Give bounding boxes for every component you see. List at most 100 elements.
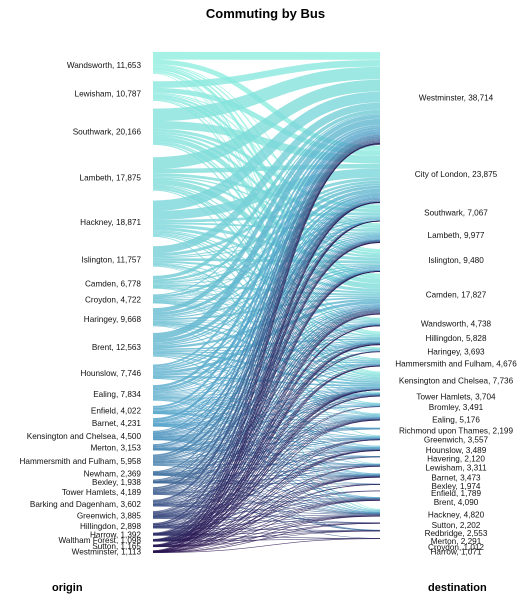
flow-westminster-to-greenwich — [152, 439, 381, 553]
origin-label-merton: Merton, 3,153 — [90, 444, 141, 453]
flow-croydon-to-city-of-london — [152, 183, 381, 298]
destination-label-bexley: Bexley, 1,974 — [431, 482, 480, 491]
origin-label-hammersmith-and-fulham: Hammersmith and Fulham, 5,958 — [20, 457, 142, 466]
flow-sutton-to-hackney — [152, 515, 381, 547]
flow-greenwich-to-greenwich — [152, 439, 381, 517]
flow-hillingdon-to-greenwich — [152, 439, 381, 528]
origin-label-hounslow: Hounslow, 7,746 — [80, 369, 141, 378]
flow-bexley-to-ealing — [152, 418, 381, 483]
origin-label-bexley: Bexley, 1,938 — [92, 478, 141, 487]
origin-label-barking-and-dagenham: Barking and Dagenham, 3,602 — [30, 500, 142, 509]
flow-brent-to-southwark — [152, 218, 381, 344]
flow-tower-hamlets-to-southwark — [152, 220, 381, 491]
destination-label-greenwich: Greenwich, 3,557 — [424, 435, 489, 444]
flow-enfield-to-city-of-london — [152, 196, 381, 409]
flow-camden-to-westminster — [152, 109, 381, 280]
flow-hackney-to-islington — [152, 224, 381, 261]
origin-label-southwark: Southwark, 20,166 — [73, 127, 142, 136]
flow-brent-to-westminster — [152, 118, 381, 340]
flow-lambeth-to-city-of-london — [152, 163, 381, 174]
destination-label-kensington-and-chelsea: Kensington and Chelsea, 7,736 — [399, 377, 514, 386]
flow-lewisham-to-westminster — [152, 59, 381, 89]
flow-merton-to-islington — [152, 270, 381, 448]
flow-harrow-to-camden — [152, 313, 381, 535]
destination-label-bromley: Bromley, 3,491 — [429, 403, 484, 412]
flow-haringey-to-westminster — [152, 114, 381, 313]
flow-westminster-to-ealing — [152, 419, 381, 553]
flow-waltham-forest-to-haringey — [152, 351, 381, 541]
destination-label-hillingdon: Hillingdon, 5,828 — [426, 334, 487, 343]
flow-hammersmith-and-fulham-to-kensington-and-chelsea — [152, 389, 381, 462]
flow-kensington-and-chelsea-to-hackney — [152, 439, 381, 514]
flow-hounslow-to-westminster — [152, 125, 381, 367]
flow-waltham-forest-to-redbridge — [152, 530, 381, 542]
flow-westminster-to-barnet — [152, 477, 381, 553]
destination-label-ealing: Ealing, 5,176 — [432, 415, 480, 424]
destination-label-richmond-upon-thames: Richmond upon Thames, 2,199 — [399, 426, 514, 435]
flow-bexley-to-wandsworth — [152, 325, 381, 483]
flow-westminster-to-city-of-london — [152, 202, 381, 552]
flow-hammersmith-and-fulham-to-lambeth — [152, 240, 381, 459]
flow-sutton-to-sutton — [152, 523, 381, 548]
flow-hackney-to-westminster — [152, 91, 381, 212]
flow-barking-and-dagenham-to-westminster — [152, 141, 381, 502]
flow-kensington-and-chelsea-to-westminster — [152, 133, 381, 432]
flow-merton-to-lewisham — [152, 449, 381, 466]
flow-tower-hamlets-to-lewisham — [152, 465, 381, 494]
flow-westminster-to-southwark — [152, 220, 381, 552]
flow-enfield-to-westminster — [152, 129, 381, 408]
flow-tower-hamlets-to-westminster — [152, 139, 381, 489]
flow-southwark-to-westminster — [152, 66, 381, 122]
flow-ealing-to-westminster — [152, 126, 381, 388]
flow-lambeth-to-lambeth — [152, 176, 381, 230]
flow-barking-and-dagenham-to-lewisham — [152, 465, 381, 506]
destination-label-lambeth: Lambeth, 9,977 — [428, 231, 485, 240]
origin-label-camden: Camden, 6,778 — [85, 280, 141, 289]
flow-hammersmith-and-fulham-to-city-of-london — [152, 200, 381, 459]
flow-barking-and-dagenham-to-islington — [152, 271, 381, 503]
destination-label-hackney: Hackney, 4,820 — [428, 511, 485, 520]
flow-hammersmith-and-fulham-to-redbridge — [152, 465, 381, 531]
flow-westminster-to-lewisham — [152, 466, 381, 553]
flow-hillingdon-to-camden — [152, 313, 381, 526]
flow-westminster-to-hackney — [152, 515, 381, 553]
destination-label-barnet: Barnet, 3,473 — [431, 474, 481, 483]
flow-westminster-to-islington — [152, 271, 381, 552]
flow-westminster-to-camden — [152, 314, 381, 552]
origin-axis-label: origin — [52, 582, 83, 594]
flow-newham-to-westminster — [152, 137, 381, 473]
flow-waltham-forest-to-hackney — [152, 515, 381, 542]
origin-label-newham: Newham, 2,369 — [84, 470, 142, 479]
origin-label-waltham-forest: Waltham Forest, 1,098 — [58, 536, 141, 545]
flow-sutton-to-wandsworth — [152, 325, 381, 547]
flow-westminster-to-lambeth — [152, 242, 381, 552]
flow-westminster-to-kensington-and-chelsea — [152, 389, 381, 553]
origin-label-harrow: Harrow, 1,392 — [90, 530, 141, 539]
origin-label-kensington-and-chelsea: Kensington and Chelsea, 4,500 — [27, 432, 142, 441]
flow-westminster-to-sutton — [152, 523, 381, 553]
flow-islington-to-islington — [152, 258, 381, 264]
flow-westminster-to-hounslow — [152, 450, 381, 553]
flow-harrow-to-redbridge — [152, 530, 381, 536]
flow-merton-to-greenwich — [152, 438, 381, 450]
origin-label-lambeth: Lambeth, 17,875 — [80, 173, 142, 182]
chart-title: Commuting by Bus — [205, 6, 326, 21]
destination-label-croydon: Croydon, 1,012 — [428, 543, 484, 552]
destination-label-redbridge: Redbridge, 2,553 — [425, 529, 488, 538]
flow-kensington-and-chelsea-to-lewisham — [152, 438, 381, 465]
flow-westminster-to-hammersmith-and-fulham — [152, 365, 381, 553]
origin-label-wandsworth: Wandsworth, 11,653 — [67, 61, 142, 70]
destination-label-lewisham: Lewisham, 3,311 — [425, 463, 487, 472]
origin-label-barnet: Barnet, 4,231 — [92, 419, 142, 428]
flow-barking-and-dagenham-to-barnet — [152, 476, 381, 506]
flow-wandsworth-to-kensington-and-chelsea — [152, 71, 381, 373]
origin-label-sutton: Sutton, 1,165 — [92, 542, 141, 551]
origin-label-haringey: Haringey, 9,668 — [84, 315, 142, 324]
destination-label-tower-hamlets: Tower Hamlets, 3,704 — [416, 392, 496, 401]
flow-hammersmith-and-fulham-to-hackney — [152, 464, 381, 514]
origin-label-lewisham: Lewisham, 10,787 — [75, 90, 142, 99]
flow-barking-and-dagenham-to-city-of-london — [152, 201, 381, 503]
flow-greenwich-to-brent — [152, 499, 381, 518]
flow-tower-hamlets-to-hillingdon — [152, 343, 381, 493]
flow-haringey-to-city-of-london — [152, 185, 381, 316]
